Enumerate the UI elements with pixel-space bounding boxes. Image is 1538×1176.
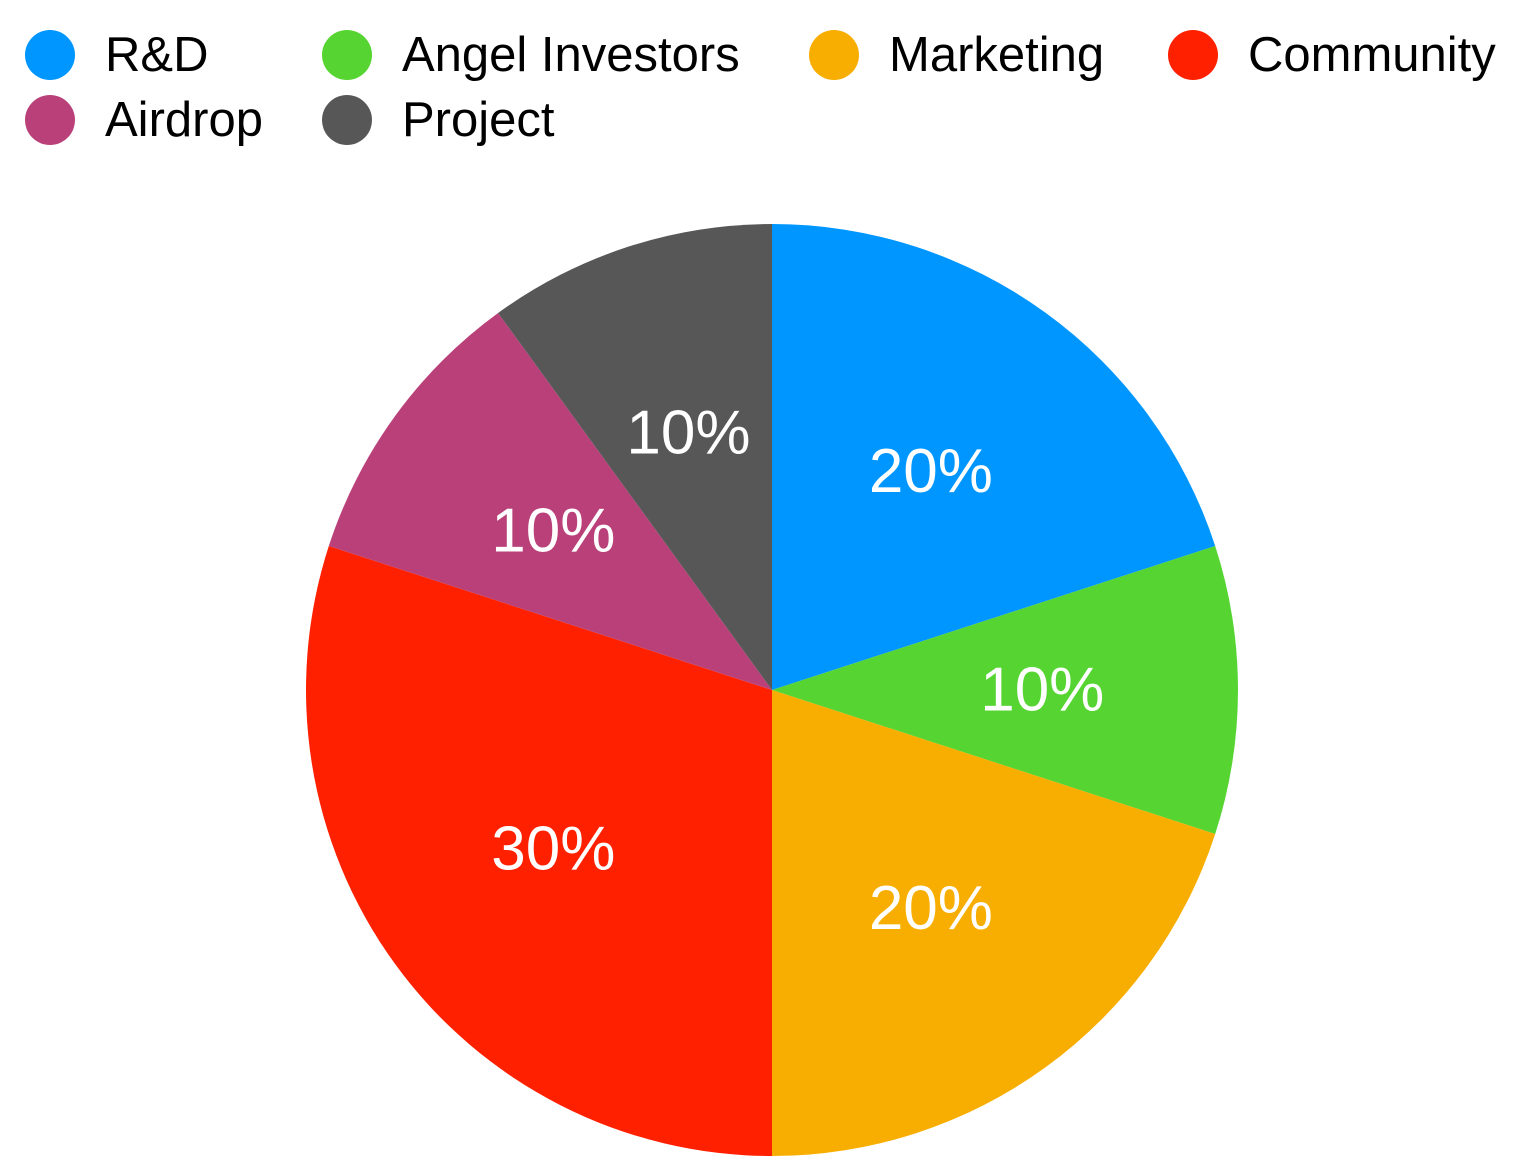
pie-label-rd: 20% xyxy=(869,437,993,506)
legend-swatch-angel-investors xyxy=(322,30,372,80)
legend-item-marketing: Marketing xyxy=(809,25,1104,85)
pie-label-airdrop: 10% xyxy=(491,497,615,566)
pie-slice-angel-investors xyxy=(772,546,1238,834)
legend-swatch-airdrop xyxy=(25,95,75,145)
legend-swatch-project xyxy=(322,95,372,145)
legend-label-airdrop: Airdrop xyxy=(105,93,263,147)
legend-item-airdrop: Airdrop xyxy=(25,90,263,150)
legend-label-project: Project xyxy=(402,93,555,147)
pie-label-marketing: 20% xyxy=(869,874,993,943)
legend-item-project: Project xyxy=(322,90,555,150)
pie-label-angel-investors: 10% xyxy=(980,656,1104,725)
legend-label-rd: R&D xyxy=(105,28,209,82)
legend-item-angel-investors: Angel Investors xyxy=(322,25,740,85)
chart-legend: R&D Angel Investors Marketing Community … xyxy=(0,0,1538,160)
legend-label-marketing: Marketing xyxy=(889,28,1105,82)
legend-swatch-marketing xyxy=(809,30,859,80)
pie-slice-rd xyxy=(772,224,1216,690)
pie-label-project: 10% xyxy=(626,398,750,467)
legend-item-rd: R&D xyxy=(25,25,208,85)
pie-slice-labels: 20%10%20%30%10%10% xyxy=(491,398,1104,943)
pie-slice-project xyxy=(498,224,772,690)
legend-label-angel-investors: Angel Investors xyxy=(402,28,740,82)
pie-slices xyxy=(306,224,1238,1156)
pie-slice-marketing xyxy=(772,690,1216,1156)
legend-label-community: Community xyxy=(1248,28,1496,82)
pie-label-community: 30% xyxy=(491,814,615,883)
legend-swatch-community xyxy=(1168,30,1218,80)
legend-item-community: Community xyxy=(1168,25,1496,85)
legend-swatch-rd xyxy=(25,30,75,80)
pie-slice-airdrop xyxy=(328,313,772,690)
pie-slice-community xyxy=(306,546,772,1156)
